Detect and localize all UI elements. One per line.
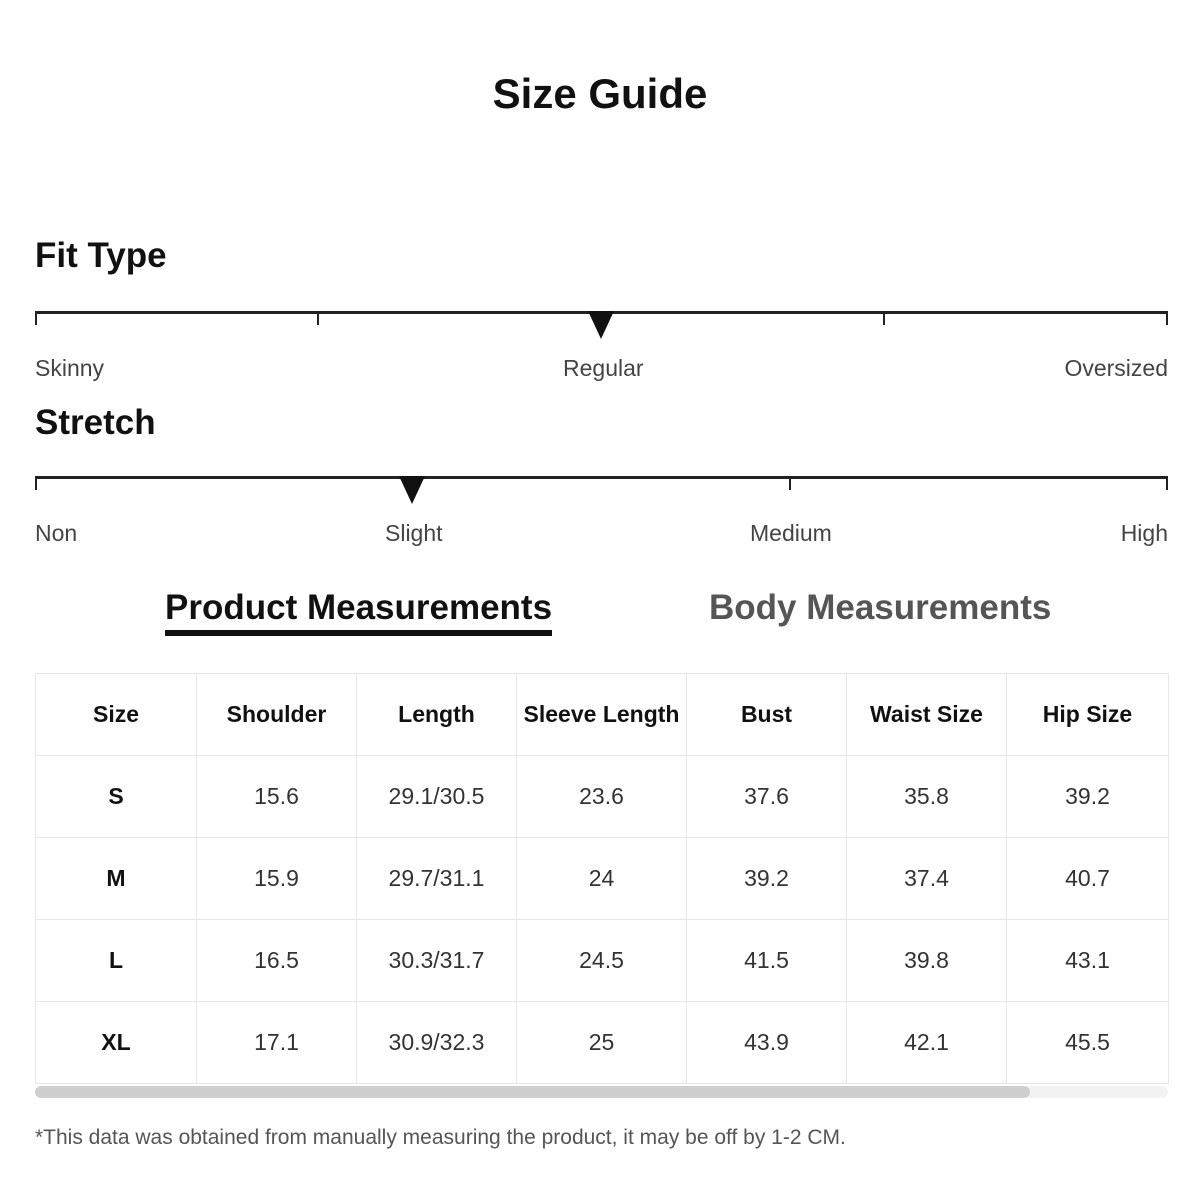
table-cell: 43.9 [686, 1001, 847, 1084]
header-bust: Bust [686, 673, 847, 756]
table-cell: 17.1 [196, 1001, 357, 1084]
scale-tick [35, 476, 37, 490]
table-cell: 30.9/32.3 [356, 1001, 517, 1084]
stretch-heading: Stretch [35, 403, 156, 442]
stretch-label-non: Non [35, 520, 78, 546]
table-cell: 35.8 [846, 755, 1007, 838]
tab-product-measurements[interactable]: Product Measurements [165, 588, 553, 636]
table-cell: 40.7 [1006, 837, 1169, 920]
measurement-note: *This data was obtained from manually me… [35, 1126, 846, 1149]
table-cell: 25 [516, 1001, 687, 1084]
table-cell: 30.3/31.7 [356, 919, 517, 1002]
scale-tick [883, 311, 885, 325]
table-cell: 39.2 [1006, 755, 1169, 838]
size-cell: S [35, 755, 197, 838]
table-cell: 37.4 [846, 837, 1007, 920]
table-row: XL 17.1 30.9/32.3 25 43.9 42.1 45.5 [35, 1001, 1169, 1084]
table-row: L 16.5 30.3/31.7 24.5 41.5 39.8 43.1 [35, 919, 1169, 1002]
table-cell: 42.1 [846, 1001, 1007, 1084]
scale-line [35, 476, 1168, 479]
scale-tick [35, 311, 37, 325]
fit-label-oversized: Oversized [1064, 355, 1168, 381]
size-cell: XL [35, 1001, 197, 1084]
header-shoulder: Shoulder [196, 673, 357, 756]
stretch-label-high: High [1120, 520, 1168, 546]
tab-body-measurements[interactable]: Body Measurements [709, 588, 1052, 627]
table-cell: 37.6 [686, 755, 847, 838]
table-cell: 41.5 [686, 919, 847, 1002]
scrollbar-thumb[interactable] [35, 1086, 1030, 1098]
table-cell: 43.1 [1006, 919, 1169, 1002]
fit-marker-icon [588, 311, 614, 339]
table-cell: 39.8 [846, 919, 1007, 1002]
header-size: Size [35, 673, 197, 756]
table-cell: 29.1/30.5 [356, 755, 517, 838]
table-row: S 15.6 29.1/30.5 23.6 37.6 35.8 39.2 [35, 755, 1169, 838]
scale-tick [317, 311, 319, 325]
table-cell: 39.2 [686, 837, 847, 920]
stretch-label-medium: Medium [750, 520, 832, 546]
fit-label-regular: Regular [563, 355, 644, 381]
header-length: Length [356, 673, 517, 756]
table-cell: 15.9 [196, 837, 357, 920]
header-hip-size: Hip Size [1006, 673, 1169, 756]
size-cell: M [35, 837, 197, 920]
table-cell: 24 [516, 837, 687, 920]
fit-type-scale [35, 311, 1168, 339]
fit-label-skinny: Skinny [35, 355, 105, 381]
header-sleeve-length: Sleeve Length [516, 673, 687, 756]
table-header-row: Size Shoulder Length Sleeve Length Bust … [35, 673, 1169, 756]
scale-tick [789, 476, 791, 490]
table-cell: 45.5 [1006, 1001, 1169, 1084]
table-row: M 15.9 29.7/31.1 24 39.2 37.4 40.7 [35, 837, 1169, 920]
stretch-label-slight: Slight [385, 520, 443, 546]
table-cell: 16.5 [196, 919, 357, 1002]
page-title: Size Guide [492, 70, 708, 117]
table-cell: 15.6 [196, 755, 357, 838]
header-waist-size: Waist Size [846, 673, 1007, 756]
scale-tick [1166, 311, 1168, 325]
fit-type-heading: Fit Type [35, 236, 167, 275]
stretch-scale [35, 476, 1168, 504]
table-cell: 29.7/31.1 [356, 837, 517, 920]
table-cell: 24.5 [516, 919, 687, 1002]
scale-tick [1166, 476, 1168, 490]
measurements-table: Size Shoulder Length Sleeve Length Bust … [35, 673, 1169, 1084]
size-cell: L [35, 919, 197, 1002]
stretch-marker-icon [399, 476, 425, 504]
table-cell: 23.6 [516, 755, 687, 838]
